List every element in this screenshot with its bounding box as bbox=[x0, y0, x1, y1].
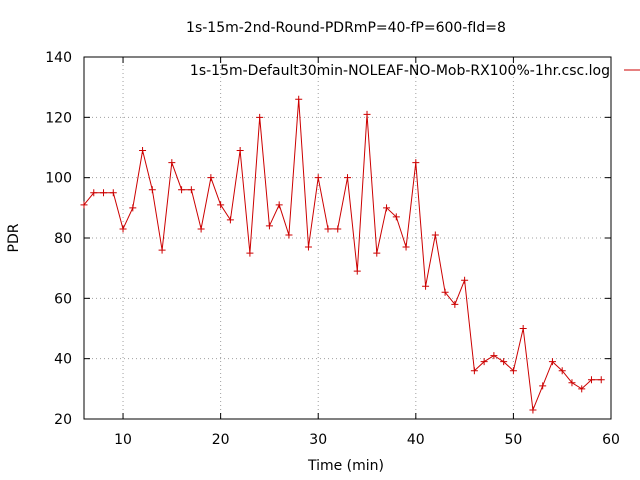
data-point bbox=[529, 406, 537, 414]
data-point bbox=[324, 225, 332, 233]
chart-legend: 1s-15m-Default30min-NOLEAF-NO-Mob-RX100%… bbox=[190, 63, 640, 79]
data-point bbox=[558, 367, 566, 375]
data-point bbox=[480, 358, 488, 366]
x-tick-label: 10 bbox=[114, 432, 132, 448]
x-tick-label: 60 bbox=[602, 432, 620, 448]
data-point bbox=[139, 147, 147, 155]
data-point bbox=[519, 325, 527, 332]
axis-ticks bbox=[84, 56, 612, 420]
y-tick-label: 20 bbox=[54, 412, 72, 428]
data-point bbox=[539, 382, 547, 390]
x-tick-label: 30 bbox=[309, 432, 327, 448]
data-point bbox=[470, 367, 478, 375]
data-point bbox=[129, 204, 137, 212]
data-point bbox=[187, 186, 195, 194]
data-point bbox=[80, 201, 88, 209]
y-axis-label: PDR bbox=[6, 223, 22, 252]
data-point bbox=[334, 225, 342, 233]
data-point bbox=[100, 189, 108, 197]
data-point bbox=[314, 174, 322, 182]
x-tick-label: 20 bbox=[212, 432, 230, 448]
data-point bbox=[158, 246, 166, 254]
data-point bbox=[422, 282, 430, 290]
data-point bbox=[509, 367, 517, 375]
data-point bbox=[256, 113, 264, 121]
data-point bbox=[578, 385, 586, 393]
series-line bbox=[83, 99, 602, 411]
data-point bbox=[148, 186, 156, 194]
y-tick-label: 120 bbox=[45, 110, 72, 126]
data-point bbox=[119, 225, 127, 233]
data-point bbox=[412, 159, 420, 167]
data-point bbox=[402, 243, 410, 251]
data-point bbox=[295, 95, 303, 103]
x-tick-label: 50 bbox=[504, 432, 522, 448]
data-point bbox=[461, 276, 469, 284]
y-tick-label: 100 bbox=[45, 171, 72, 187]
data-point bbox=[363, 110, 371, 118]
x-axis-label: Time (min) bbox=[307, 458, 384, 474]
data-point bbox=[236, 147, 244, 155]
data-point bbox=[431, 231, 439, 239]
data-point bbox=[344, 174, 351, 182]
axis-tick-labels: 10 20 30 40 50 60 20 40 60 80 100 120 140 bbox=[45, 50, 620, 448]
data-point bbox=[353, 267, 361, 275]
data-point bbox=[597, 376, 605, 384]
data-point bbox=[109, 189, 117, 197]
data-point bbox=[373, 249, 381, 257]
y-tick-label: 40 bbox=[54, 352, 72, 368]
data-point bbox=[275, 201, 283, 209]
data-point bbox=[265, 222, 273, 230]
data-point bbox=[500, 358, 508, 366]
x-tick-label: 40 bbox=[407, 432, 425, 448]
data-point bbox=[304, 243, 312, 251]
data-point bbox=[383, 204, 391, 212]
series-layer bbox=[80, 95, 605, 414]
data-point bbox=[246, 249, 254, 257]
data-point bbox=[490, 352, 498, 360]
data-point bbox=[207, 174, 215, 182]
series-markers bbox=[80, 95, 605, 414]
data-point bbox=[90, 189, 98, 197]
data-point bbox=[548, 358, 556, 366]
data-point bbox=[226, 216, 234, 224]
chart-title: 1s-15m-2nd-Round-PDRmP=40-fP=600-fId=8 bbox=[186, 20, 506, 36]
data-point bbox=[451, 300, 459, 308]
y-tick-label: 140 bbox=[45, 50, 72, 66]
y-tick-label: 80 bbox=[54, 231, 72, 247]
data-point bbox=[441, 288, 449, 296]
data-point bbox=[197, 225, 205, 233]
data-point bbox=[285, 231, 293, 239]
legend-label: 1s-15m-Default30min-NOLEAF-NO-Mob-RX100%… bbox=[190, 63, 610, 79]
data-point bbox=[587, 376, 595, 384]
data-point bbox=[178, 186, 186, 194]
y-tick-label: 60 bbox=[54, 291, 72, 307]
data-point bbox=[168, 159, 176, 167]
data-point bbox=[392, 213, 400, 221]
data-point bbox=[217, 201, 225, 209]
data-point bbox=[568, 379, 576, 387]
